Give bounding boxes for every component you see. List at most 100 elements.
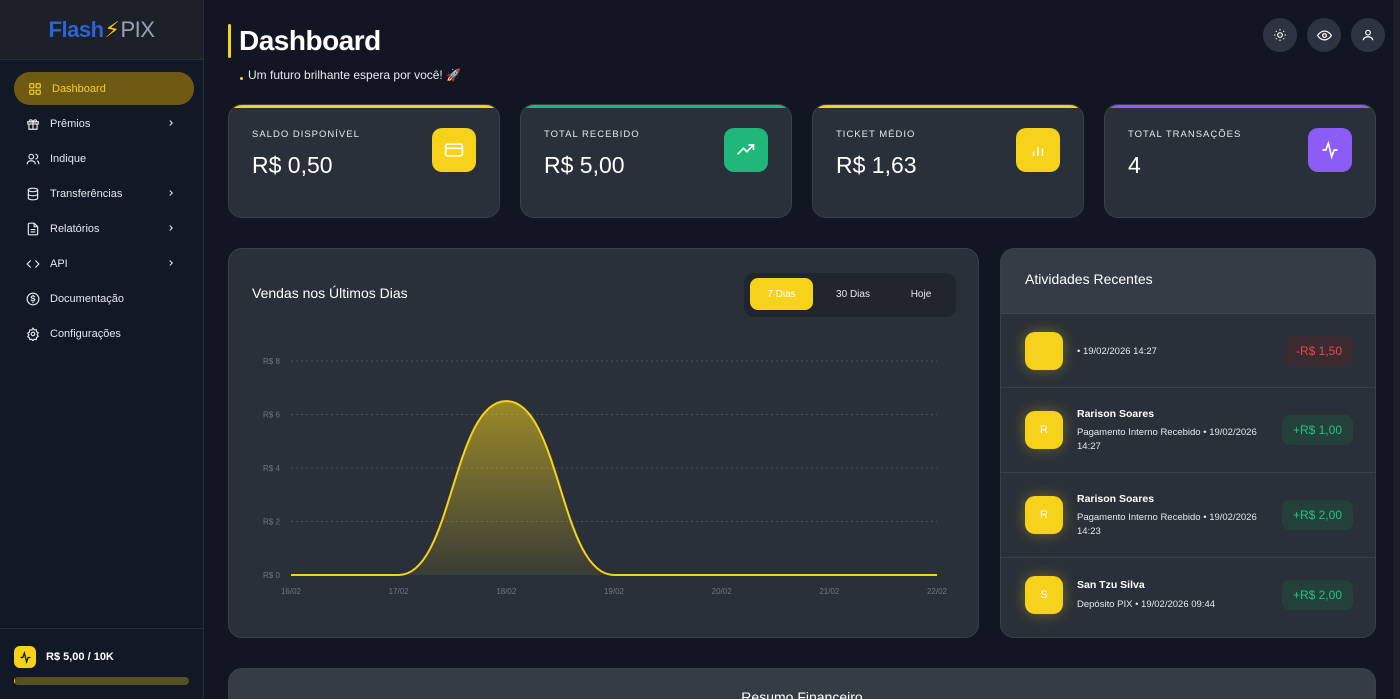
sun-icon bbox=[1274, 29, 1286, 41]
page-subtitle: Um futuro brilhante espera por você! 🚀 bbox=[240, 68, 461, 82]
stat-card-saldo: SALDO DISPONÍVEL R$ 0,50 bbox=[228, 104, 500, 218]
summary-title: Resumo Financeiro bbox=[741, 689, 863, 699]
subtitle-text: Um futuro brilhante espera por você! 🚀 bbox=[248, 68, 462, 82]
user-menu-button[interactable] bbox=[1351, 18, 1385, 52]
title-accent-bar bbox=[228, 24, 231, 58]
activities-title: Atividades Recentes bbox=[1025, 271, 1153, 287]
sidebar-item-indique[interactable]: Indique bbox=[14, 142, 194, 175]
x-tick-label: 17/02 bbox=[389, 587, 410, 596]
activity-name: San Tzu Silva bbox=[1077, 579, 1145, 591]
y-tick-label: R$ 8 bbox=[263, 357, 280, 366]
recent-activities-panel: Atividades Recentes • 19/02/2026 14:27 -… bbox=[1000, 248, 1376, 638]
stat-value: R$ 1,63 bbox=[836, 152, 917, 178]
financial-summary-panel: Resumo Financeiro bbox=[228, 668, 1376, 699]
y-tick-label: R$ 6 bbox=[263, 411, 280, 420]
sales-chart-panel: Vendas nos Últimos Dias 7 Dias 30 Dias H… bbox=[228, 248, 979, 638]
theme-toggle-button[interactable] bbox=[1263, 18, 1297, 52]
sidebar-item-label: Dashboard bbox=[52, 82, 106, 95]
stat-label: TOTAL RECEBIDO bbox=[544, 129, 640, 140]
sidebar-nav: Dashboard Prêmios Indique Transferências… bbox=[0, 60, 203, 350]
stat-label: TOTAL TRANSAÇÕES bbox=[1128, 129, 1242, 140]
activity-name: Rarison Soares bbox=[1077, 493, 1155, 505]
grid-icon bbox=[29, 82, 41, 95]
chevron-right-icon bbox=[169, 225, 173, 231]
x-tick-label: 21/02 bbox=[819, 587, 840, 596]
sidebar-item-api[interactable]: API bbox=[14, 247, 194, 280]
period-7-dias-button[interactable]: 7 Dias bbox=[750, 278, 813, 310]
x-tick-label: 16/02 bbox=[281, 587, 302, 596]
period-hoje-button[interactable]: Hoje bbox=[910, 288, 932, 300]
sidebar-item-label: Transferências bbox=[50, 187, 123, 200]
sidebar-item-relatorios[interactable]: Relatórios bbox=[14, 212, 194, 245]
stat-card-transacoes: TOTAL TRANSAÇÕES 4 bbox=[1104, 104, 1376, 218]
file-icon bbox=[27, 222, 39, 235]
stat-card-ticket: TICKET MÉDIO R$ 1,63 bbox=[812, 104, 1084, 218]
eye-icon bbox=[1316, 29, 1332, 41]
sidebar-item-configuracoes[interactable]: Configurações bbox=[14, 317, 194, 350]
activities-header bbox=[1001, 249, 1375, 314]
dollar-circle-icon bbox=[26, 292, 40, 305]
series-line bbox=[291, 400, 937, 576]
activity-item[interactable]: S San Tzu Silva Depósito PIX • 19/02/202… bbox=[1001, 558, 1375, 637]
series-area bbox=[291, 401, 937, 575]
y-tick-label: R$ 0 bbox=[263, 571, 280, 580]
limit-widget: R$ 5,00 / 10K bbox=[0, 628, 203, 699]
avatar bbox=[1025, 332, 1063, 370]
sidebar-item-transferencias[interactable]: Transferências bbox=[14, 177, 194, 210]
card-accent bbox=[1105, 105, 1375, 108]
activity-name: Rarison Soares bbox=[1077, 408, 1155, 420]
sidebar-item-documentacao[interactable]: Documentação bbox=[14, 282, 194, 315]
limit-label: R$ 5,00 / 10K bbox=[46, 651, 114, 663]
stat-value: 4 bbox=[1128, 152, 1141, 178]
activity-item[interactable]: R Rarison Soares Pagamento Interno Receb… bbox=[1001, 473, 1375, 558]
avatar: R bbox=[1025, 411, 1063, 449]
chevron-right-icon bbox=[169, 260, 173, 266]
sidebar-item-dashboard[interactable]: Dashboard bbox=[14, 72, 194, 105]
chevron-right-icon bbox=[169, 120, 173, 126]
limit-progress-fill bbox=[14, 677, 15, 685]
stat-value: R$ 5,00 bbox=[544, 152, 625, 178]
activity-amount: +R$ 2,00 bbox=[1281, 580, 1353, 610]
activity-icon bbox=[1308, 128, 1352, 172]
activity-desc: • 19/02/2026 14:27 bbox=[1077, 346, 1157, 357]
activity-item[interactable]: R Rarison Soares Pagamento Interno Receb… bbox=[1001, 388, 1375, 473]
sidebar-item-label: Documentação bbox=[50, 292, 124, 305]
stat-card-recebido: TOTAL RECEBIDO R$ 5,00 bbox=[520, 104, 792, 218]
avatar: S bbox=[1025, 576, 1063, 614]
stat-label: SALDO DISPONÍVEL bbox=[252, 129, 360, 140]
x-tick-label: 18/02 bbox=[496, 587, 517, 596]
page-title: Dashboard bbox=[239, 25, 381, 56]
sales-area-chart: R$ 0 R$ 2 R$ 4 R$ 6 R$ 8 16/02 17/02 18/02 19/02… bbox=[263, 357, 948, 596]
sidebar-item-label: Relatórios bbox=[50, 222, 100, 235]
activity-item[interactable]: • 19/02/2026 14:27 -R$ 1,50 bbox=[1001, 314, 1375, 388]
trending-up-icon bbox=[724, 128, 768, 172]
user-icon bbox=[1362, 29, 1374, 41]
bar-chart-icon bbox=[1016, 128, 1060, 172]
card-accent bbox=[813, 105, 1083, 108]
x-tick-label: 20/02 bbox=[712, 587, 733, 596]
activity-desc: Pagamento Interno Recebido • 19/02/2026 … bbox=[1077, 427, 1257, 452]
bolt-icon: ⚡ bbox=[104, 16, 120, 42]
sidebar-item-label: Prêmios bbox=[50, 117, 91, 130]
y-tick-label: R$ 4 bbox=[263, 464, 280, 473]
card-accent bbox=[229, 105, 499, 108]
chart-title: Vendas nos Últimos Dias bbox=[252, 285, 408, 301]
sidebar-item-premios[interactable]: Prêmios bbox=[14, 107, 194, 140]
logo[interactable]: Flash ⚡ PIX bbox=[0, 0, 203, 60]
logo-text-pix: PIX bbox=[120, 16, 155, 42]
visibility-toggle-button[interactable] bbox=[1307, 18, 1341, 52]
card-icon bbox=[432, 128, 476, 172]
sidebar: Flash ⚡ PIX Dashboard Prêmios Indique Tr… bbox=[0, 0, 204, 699]
activity-amount: +R$ 2,00 bbox=[1281, 500, 1353, 530]
x-tick-label: 22/02 bbox=[927, 587, 948, 596]
x-tick-label: 19/02 bbox=[604, 587, 625, 596]
gift-icon bbox=[27, 118, 39, 130]
users-icon bbox=[26, 153, 40, 164]
logo-text-flash: Flash bbox=[48, 16, 104, 42]
sidebar-item-label: API bbox=[50, 257, 68, 270]
page-scrollbar[interactable] bbox=[1393, 0, 1400, 699]
period-30-dias-button[interactable]: 30 Dias bbox=[836, 288, 870, 300]
sidebar-item-label: Indique bbox=[50, 152, 87, 165]
chevron-right-icon bbox=[169, 190, 173, 196]
sidebar-item-label: Configurações bbox=[50, 327, 121, 340]
